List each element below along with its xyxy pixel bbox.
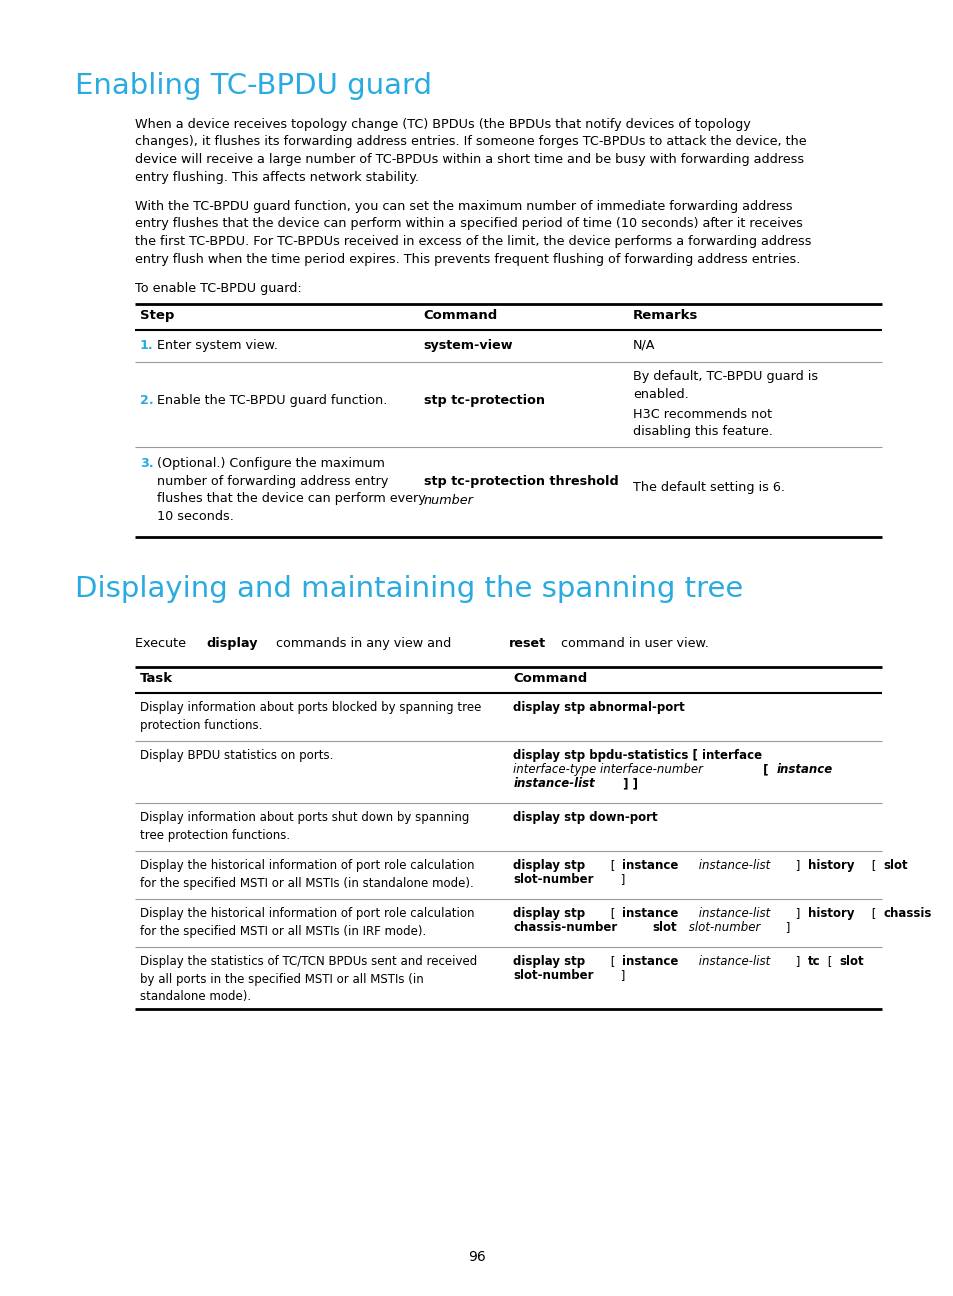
- Text: interface-type interface-number: interface-type interface-number: [513, 763, 702, 776]
- Text: Display the historical information of port role calculation
for the specified MS: Display the historical information of po…: [140, 907, 474, 937]
- Text: display stp down-port: display stp down-port: [513, 811, 658, 824]
- Text: command in user view.: command in user view.: [557, 638, 708, 651]
- Text: instance-list: instance-list: [694, 907, 769, 920]
- Text: display stp: display stp: [513, 907, 585, 920]
- Text: changes), it flushes its forwarding address entries. If someone forges TC-BPDUs : changes), it flushes its forwarding addr…: [135, 136, 806, 149]
- Text: stp tc-protection: stp tc-protection: [423, 394, 544, 407]
- Text: Displaying and maintaining the spanning tree: Displaying and maintaining the spanning …: [75, 575, 742, 603]
- Text: number: number: [423, 494, 474, 507]
- Text: H3C recommends not
disabling this feature.: H3C recommends not disabling this featur…: [633, 408, 772, 438]
- Text: The default setting is 6.: The default setting is 6.: [633, 481, 784, 494]
- Text: display stp: display stp: [513, 859, 585, 872]
- Text: [: [: [758, 763, 772, 776]
- Text: instance: instance: [776, 763, 832, 776]
- Text: slot: slot: [882, 859, 907, 872]
- Text: display stp abnormal-port: display stp abnormal-port: [513, 701, 684, 714]
- Text: 2.: 2.: [140, 394, 153, 407]
- Text: tc: tc: [807, 955, 820, 968]
- Text: chassis: chassis: [882, 907, 931, 920]
- Text: Display information about ports shut down by spanning
tree protection functions.: Display information about ports shut dow…: [140, 811, 469, 841]
- Text: 96: 96: [468, 1251, 485, 1264]
- Text: instance-list: instance-list: [694, 955, 769, 968]
- Text: With the TC-BPDU guard function, you can set the maximum number of immediate for: With the TC-BPDU guard function, you can…: [135, 200, 792, 213]
- Text: display stp bpdu-statistics [ interface: display stp bpdu-statistics [ interface: [513, 749, 761, 762]
- Text: slot-number: slot-number: [684, 921, 760, 934]
- Text: the first TC-BPDU. For TC-BPDUs received in excess of the limit, the device perf: the first TC-BPDU. For TC-BPDUs received…: [135, 235, 811, 248]
- Text: commands in any view and: commands in any view and: [273, 638, 456, 651]
- Text: When a device receives topology change (TC) BPDUs (the BPDUs that notify devices: When a device receives topology change (…: [135, 118, 750, 131]
- Text: [: [: [606, 955, 618, 968]
- Text: (Optional.) Configure the maximum
number of forwarding address entry
flushes tha: (Optional.) Configure the maximum number…: [157, 457, 425, 522]
- Text: display: display: [206, 638, 257, 651]
- Text: Enabling TC-BPDU guard: Enabling TC-BPDU guard: [75, 73, 432, 100]
- Text: Command: Command: [423, 308, 497, 321]
- Text: [: [: [867, 907, 879, 920]
- Text: instance: instance: [621, 907, 678, 920]
- Text: Step: Step: [140, 308, 174, 321]
- Text: slot-number: slot-number: [513, 969, 594, 982]
- Text: [: [: [867, 859, 879, 872]
- Text: ]: ]: [781, 921, 789, 934]
- Text: ]: ]: [791, 955, 803, 968]
- Text: ] ]: ] ]: [618, 778, 638, 791]
- Text: ]: ]: [791, 859, 803, 872]
- Text: ]: ]: [617, 874, 625, 886]
- Text: history: history: [807, 907, 853, 920]
- Text: To enable TC-BPDU guard:: To enable TC-BPDU guard:: [135, 283, 301, 295]
- Text: Enter system view.: Enter system view.: [157, 340, 277, 353]
- Text: N/A: N/A: [633, 340, 655, 353]
- Text: instance: instance: [621, 955, 678, 968]
- Text: Display information about ports blocked by spanning tree
protection functions.: Display information about ports blocked …: [140, 701, 481, 731]
- Text: Command: Command: [513, 673, 587, 686]
- Text: [: [: [823, 955, 835, 968]
- Text: slot-number: slot-number: [513, 874, 594, 886]
- Text: entry flushes that the device can perform within a specified period of time (10 : entry flushes that the device can perfor…: [135, 218, 802, 231]
- Text: Display the historical information of port role calculation
for the specified MS: Display the historical information of po…: [140, 859, 474, 889]
- Text: reset: reset: [508, 638, 545, 651]
- Text: By default, TC-BPDU guard is
enabled.: By default, TC-BPDU guard is enabled.: [633, 369, 818, 400]
- Text: slot: slot: [839, 955, 863, 968]
- Text: slot: slot: [652, 921, 677, 934]
- Text: entry flush when the time period expires. This prevents frequent flushing of for: entry flush when the time period expires…: [135, 253, 800, 266]
- Text: 3.: 3.: [140, 457, 153, 470]
- Text: instance: instance: [621, 859, 678, 872]
- Text: Remarks: Remarks: [633, 308, 698, 321]
- Text: system-view: system-view: [423, 340, 513, 353]
- Text: history: history: [807, 859, 853, 872]
- Text: [: [: [606, 859, 618, 872]
- Text: [: [: [606, 907, 618, 920]
- Text: ]: ]: [617, 969, 625, 982]
- Text: chassis-number: chassis-number: [513, 921, 618, 934]
- Text: Display BPDU statistics on ports.: Display BPDU statistics on ports.: [140, 749, 333, 762]
- Text: display stp: display stp: [513, 955, 585, 968]
- Text: instance-list: instance-list: [694, 859, 769, 872]
- Text: Task: Task: [140, 673, 172, 686]
- Text: device will receive a large number of TC-BPDUs within a short time and be busy w: device will receive a large number of TC…: [135, 153, 803, 166]
- Text: Enable the TC-BPDU guard function.: Enable the TC-BPDU guard function.: [157, 394, 387, 407]
- Text: Execute: Execute: [135, 638, 190, 651]
- Text: Display the statistics of TC/TCN BPDUs sent and received
by all ports in the spe: Display the statistics of TC/TCN BPDUs s…: [140, 955, 476, 1003]
- Text: ]: ]: [791, 907, 803, 920]
- Text: instance-list: instance-list: [513, 778, 595, 791]
- Text: stp tc-protection threshold: stp tc-protection threshold: [423, 476, 618, 489]
- Text: entry flushing. This affects network stability.: entry flushing. This affects network sta…: [135, 171, 418, 184]
- Text: 1.: 1.: [140, 340, 153, 353]
